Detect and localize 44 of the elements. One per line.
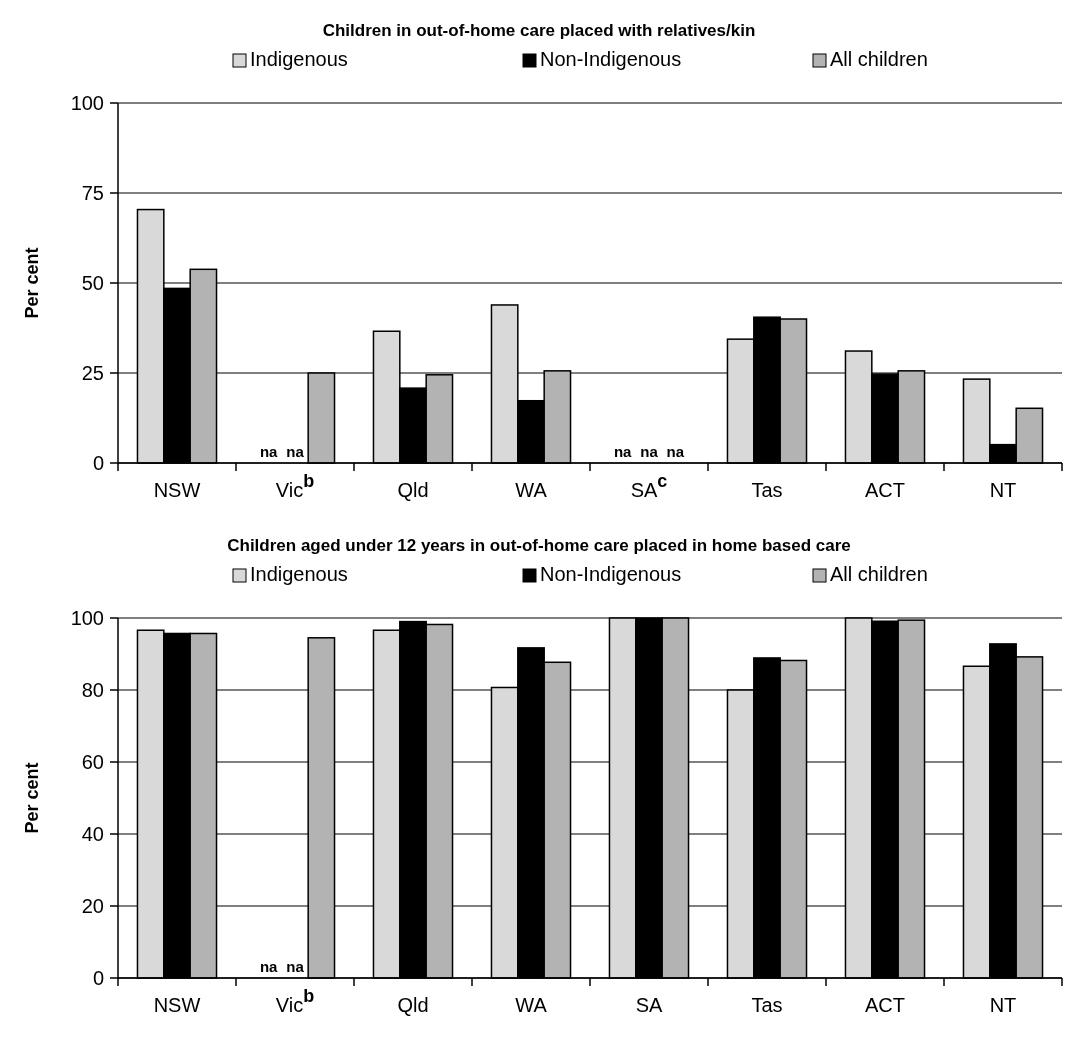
y-tick-label: 25 bbox=[81, 362, 104, 384]
x-tick-label: Tas bbox=[751, 479, 783, 501]
x-tick-label: NT bbox=[989, 994, 1017, 1016]
x-tick-label: SA$^{c}$ bbox=[630, 471, 668, 501]
y-axis-title: Per cent bbox=[22, 762, 42, 834]
x-tick-label: Vic$^{b}$ bbox=[275, 471, 315, 501]
y-tick-label: 40 bbox=[81, 823, 104, 845]
x-tick-label: Vic$^{b}$ bbox=[275, 986, 315, 1016]
x-tick-label: NSW bbox=[153, 479, 201, 501]
text: na bbox=[286, 958, 304, 975]
y-tick-label: 100 bbox=[70, 92, 104, 114]
text: na bbox=[666, 443, 685, 460]
x-tick-label: Tas bbox=[751, 994, 783, 1016]
x-tick-label: SA bbox=[635, 994, 663, 1016]
legend-label: All children bbox=[830, 48, 928, 70]
legend-label: All children bbox=[830, 563, 928, 585]
x-tick-label: WA bbox=[515, 994, 548, 1016]
text: na bbox=[613, 443, 632, 460]
y-tick-label: 50 bbox=[81, 272, 104, 294]
text: na bbox=[286, 443, 304, 460]
y-tick-label: 0 bbox=[92, 452, 104, 474]
chart-title: Children aged under 12 years in out-of-home care placed in home based care bbox=[227, 536, 851, 555]
x-tick-label: Qld bbox=[397, 994, 429, 1016]
legend-label: Indigenous bbox=[250, 563, 348, 585]
x-tick-label: NSW bbox=[153, 994, 201, 1016]
x-tick-label: NT bbox=[989, 479, 1017, 501]
x-tick-label: ACT bbox=[865, 994, 905, 1016]
legend-label: Indigenous bbox=[250, 48, 348, 70]
y-tick-label: 60 bbox=[81, 751, 104, 773]
legend-label: Non-Indigenous bbox=[540, 563, 682, 585]
chart-title: Children in out-of-home care placed with relatives/kin bbox=[322, 21, 756, 40]
y-tick-label: 20 bbox=[81, 895, 104, 917]
x-tick-label: Qld bbox=[397, 479, 429, 501]
x-tick-label: ACT bbox=[865, 479, 905, 501]
y-tick-label: 0 bbox=[92, 967, 104, 989]
text: na bbox=[259, 958, 278, 975]
x-tick-label: WA bbox=[515, 479, 548, 501]
y-tick-label: 100 bbox=[70, 607, 104, 629]
legend-label: Non-Indigenous bbox=[540, 48, 682, 70]
y-tick-label: 75 bbox=[81, 182, 104, 204]
text: na bbox=[259, 443, 278, 460]
y-tick-label: 80 bbox=[81, 679, 104, 701]
y-axis-title: Per cent bbox=[22, 247, 42, 319]
text: na bbox=[640, 443, 658, 460]
